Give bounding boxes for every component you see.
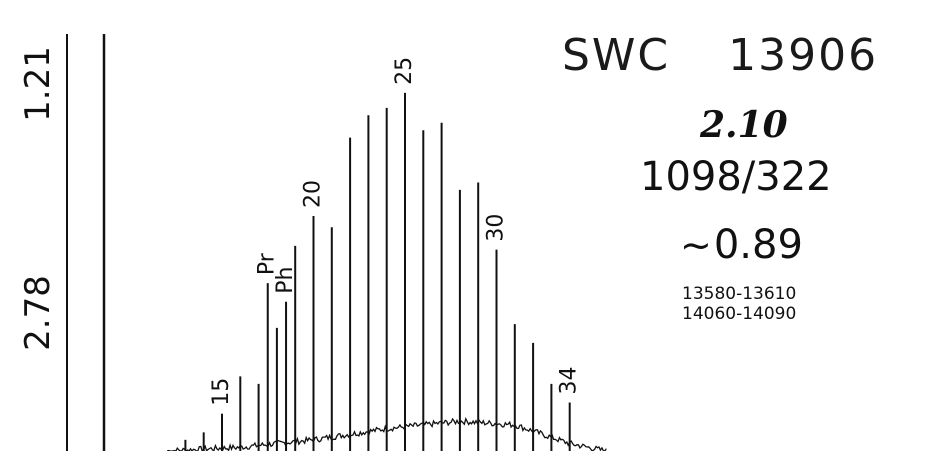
sample-number: 13906 bbox=[728, 30, 879, 81]
depth-range-2: 14060-14090 bbox=[682, 304, 797, 324]
peak-label-20: 20 bbox=[301, 180, 326, 208]
approx-value: 0.89 bbox=[713, 222, 803, 268]
plot-axis-lines bbox=[66, 34, 106, 451]
peak-label-34: 34 bbox=[557, 367, 582, 395]
ratio-pair: 1098/322 bbox=[640, 154, 832, 200]
peak-label-15: 15 bbox=[209, 378, 234, 406]
peak-label-25: 25 bbox=[392, 57, 417, 85]
approx-symbol: ~ bbox=[680, 223, 712, 267]
peak-label-ph: Ph bbox=[273, 267, 298, 294]
sample-id: SWC 13906 bbox=[562, 30, 878, 81]
peak-series bbox=[184, 92, 571, 451]
scale-label-bottom: 2.78 bbox=[17, 275, 58, 351]
ratio-italic: 2.10 bbox=[700, 104, 788, 146]
sample-prefix: SWC bbox=[562, 30, 671, 81]
peak-label-pr: Pr bbox=[255, 252, 280, 275]
depth-range-1: 13580-13610 bbox=[682, 284, 797, 304]
peak-label-30: 30 bbox=[484, 214, 509, 242]
scale-label-top: 1.21 bbox=[17, 46, 58, 122]
approx-ratio: ~0.89 bbox=[680, 222, 803, 268]
